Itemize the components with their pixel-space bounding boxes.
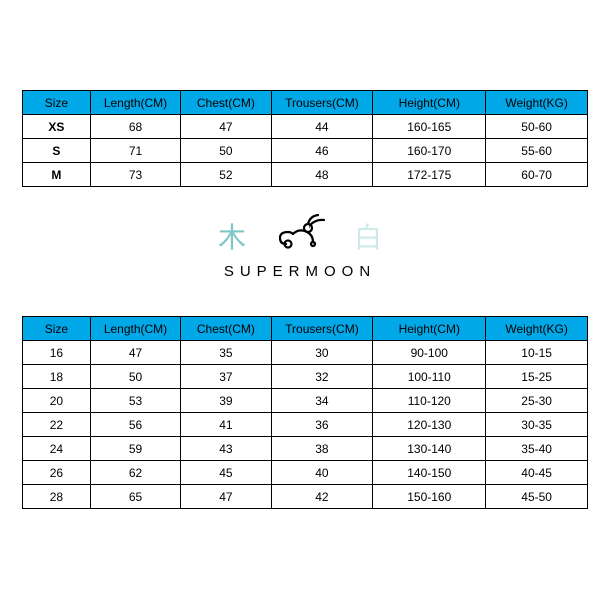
brand-logo-block: 木 [0, 214, 600, 280]
brand-name: SUPERMOON [0, 263, 600, 280]
table-cell: 26 [23, 461, 91, 485]
table-cell: 73 [90, 163, 180, 187]
table-cell: 10-15 [486, 341, 588, 365]
table-row: XS684744160-16550-60 [23, 115, 588, 139]
table-cell: 50-60 [486, 115, 588, 139]
cjk-right-glyph: 白 [354, 216, 382, 256]
column-header: Chest(CM) [181, 91, 271, 115]
table-cell: 38 [271, 437, 373, 461]
table-cell: 59 [90, 437, 180, 461]
table-cell: 130-140 [373, 437, 486, 461]
table-row: 24594338130-14035-40 [23, 437, 588, 461]
table-row: 28654742150-16045-50 [23, 485, 588, 509]
table-cell: M [23, 163, 91, 187]
table-cell: 68 [90, 115, 180, 139]
table-cell: 47 [181, 485, 271, 509]
table-cell: 45-50 [486, 485, 588, 509]
table-cell: 25-30 [486, 389, 588, 413]
table-cell: 30-35 [486, 413, 588, 437]
table-cell: 41 [181, 413, 271, 437]
column-header: Height(CM) [373, 317, 486, 341]
table-cell: 62 [90, 461, 180, 485]
table-cell: 46 [271, 139, 373, 163]
table-cell: 120-130 [373, 413, 486, 437]
table-cell: 65 [90, 485, 180, 509]
table-cell: 35 [181, 341, 271, 365]
table-row: 1647353090-10010-15 [23, 341, 588, 365]
table-row: 18503732100-11015-25 [23, 365, 588, 389]
table-cell: 18 [23, 365, 91, 389]
table-cell: 160-170 [373, 139, 486, 163]
table-cell: 16 [23, 341, 91, 365]
table-cell: 34 [271, 389, 373, 413]
kids-size-table-wrap: SizeLength(CM)Chest(CM)Trousers(CM)Heigh… [22, 316, 588, 509]
table-row: 22564136120-13030-35 [23, 413, 588, 437]
table-cell: 24 [23, 437, 91, 461]
table-cell: 45 [181, 461, 271, 485]
table-cell: 90-100 [373, 341, 486, 365]
table-cell: 150-160 [373, 485, 486, 509]
table-cell: 40-45 [486, 461, 588, 485]
adult-size-table-wrap: SizeLength(CM)Chest(CM)Trousers(CM)Heigh… [22, 90, 588, 187]
table-cell: 71 [90, 139, 180, 163]
table-cell: 36 [271, 413, 373, 437]
column-header: Length(CM) [90, 91, 180, 115]
column-header: Trousers(CM) [271, 91, 373, 115]
table-cell: 160-165 [373, 115, 486, 139]
table-cell: 30 [271, 341, 373, 365]
table-cell: 22 [23, 413, 91, 437]
table-cell: 15-25 [486, 365, 588, 389]
column-header: Size [23, 91, 91, 115]
column-header: Height(CM) [373, 91, 486, 115]
table-cell: 100-110 [373, 365, 486, 389]
table-cell: 140-150 [373, 461, 486, 485]
table-cell: 40 [271, 461, 373, 485]
table-cell: 47 [90, 341, 180, 365]
adult-size-table: SizeLength(CM)Chest(CM)Trousers(CM)Heigh… [22, 90, 588, 187]
table-cell: 52 [181, 163, 271, 187]
table-row: M735248172-17560-70 [23, 163, 588, 187]
column-header: Chest(CM) [181, 317, 271, 341]
table-cell: 110-120 [373, 389, 486, 413]
table-cell: 55-60 [486, 139, 588, 163]
table-row: 20533934110-12025-30 [23, 389, 588, 413]
brand-logo-inline: 木 [218, 214, 382, 257]
table-cell: 172-175 [373, 163, 486, 187]
table-cell: 44 [271, 115, 373, 139]
table-cell: 60-70 [486, 163, 588, 187]
table-row: S715046160-17055-60 [23, 139, 588, 163]
table-cell: XS [23, 115, 91, 139]
table-cell: 53 [90, 389, 180, 413]
column-header: Trousers(CM) [271, 317, 373, 341]
column-header: Weight(KG) [486, 91, 588, 115]
column-header: Weight(KG) [486, 317, 588, 341]
table-cell: 35-40 [486, 437, 588, 461]
rabbit-icon [268, 214, 332, 257]
cjk-left-glyph: 木 [218, 216, 246, 256]
table-cell: S [23, 139, 91, 163]
table-row: 26624540140-15040-45 [23, 461, 588, 485]
table-cell: 32 [271, 365, 373, 389]
table-cell: 50 [181, 139, 271, 163]
table-cell: 48 [271, 163, 373, 187]
kids-size-table: SizeLength(CM)Chest(CM)Trousers(CM)Heigh… [22, 316, 588, 509]
table-cell: 43 [181, 437, 271, 461]
table-cell: 28 [23, 485, 91, 509]
table-cell: 47 [181, 115, 271, 139]
table-cell: 50 [90, 365, 180, 389]
table-cell: 56 [90, 413, 180, 437]
table-cell: 20 [23, 389, 91, 413]
column-header: Size [23, 317, 91, 341]
table-cell: 42 [271, 485, 373, 509]
table-cell: 37 [181, 365, 271, 389]
table-cell: 39 [181, 389, 271, 413]
column-header: Length(CM) [90, 317, 180, 341]
